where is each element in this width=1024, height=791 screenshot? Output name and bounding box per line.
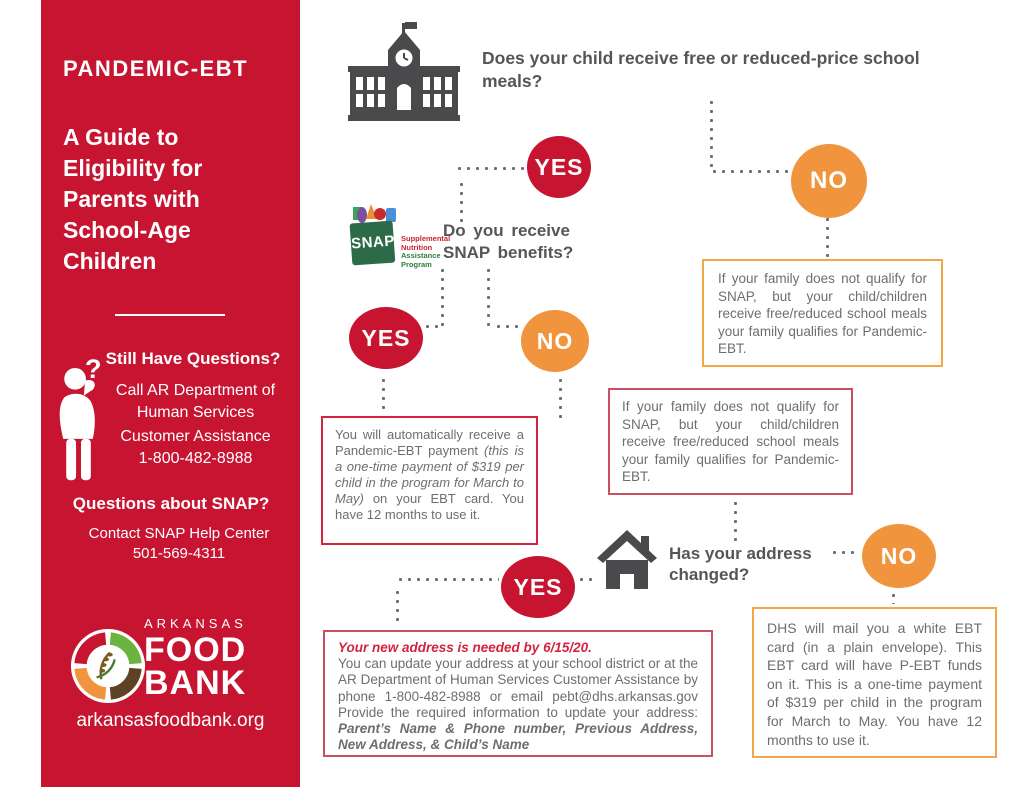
dotted-connector — [396, 578, 499, 581]
school-icon — [348, 22, 460, 124]
dotted-connector — [830, 551, 859, 554]
result-box-meals-no: If your family does not qualify for SNAP… — [702, 259, 943, 367]
question-mark: ? — [85, 354, 102, 384]
snap-help-phone: Contact SNAP Help Center 501-569-4311 — [88, 525, 270, 562]
yes-label: YES — [513, 573, 563, 600]
snap-caption-line: Assistance — [401, 251, 441, 260]
dotted-connector — [423, 325, 442, 328]
dotted-connector — [559, 376, 562, 421]
snap-questions-heading: Questions about SNAP? — [72, 494, 270, 513]
dotted-connector — [494, 325, 520, 328]
dotted-connector — [826, 215, 829, 257]
q2-no-circle: NO — [521, 310, 589, 372]
call-dhs-text: Call AR Department of Human Services — [115, 382, 276, 421]
dotted-connector — [734, 499, 737, 541]
q2-yes-circle: YES — [349, 307, 423, 369]
yes-label: YES — [361, 324, 411, 351]
thinking-person-icon — [55, 366, 105, 494]
dotted-connector — [382, 376, 385, 413]
question-snap-benefits: Do you receive SNAP benefits? — [443, 221, 574, 262]
no-label: NO — [536, 327, 574, 354]
dotted-connector — [892, 591, 895, 604]
dotted-connector — [460, 180, 463, 222]
dotted-connector — [710, 98, 713, 170]
dotted-connector — [441, 266, 444, 326]
q3-yes-circle: YES — [501, 556, 575, 618]
page-title: PANDEMIC-EBT — [63, 56, 249, 81]
snap-caption-line: Nutrition — [401, 242, 433, 252]
q3-no-circle: NO — [862, 524, 936, 588]
customer-assistance-phone: Customer Assistance 1-800-482-8988 — [120, 428, 271, 467]
dotted-connector — [396, 588, 399, 627]
result-box-address-yes: Your new address is needed by 6/15/20. Y… — [323, 630, 713, 757]
dotted-connector — [487, 266, 490, 326]
snap-caption: Supplemental Nutrition Assistance Progra… — [401, 234, 451, 269]
no-label: NO — [810, 167, 848, 194]
question-school-meals: Does your child receive free or reduced-… — [482, 48, 920, 91]
snap-caption-line: Supplemental — [401, 234, 451, 243]
question-address-changed: Has your address changed? — [669, 544, 812, 584]
no-label: NO — [880, 542, 918, 569]
divider — [115, 314, 225, 316]
logo-region-text: ARKANSAS — [144, 616, 247, 631]
snap-caption-line: Program — [401, 259, 432, 269]
dotted-connector — [577, 578, 596, 581]
q1-yes-circle: YES — [527, 136, 591, 198]
foodbank-emblem-icon — [70, 628, 146, 704]
logo-food-text: FOOD — [144, 631, 247, 669]
snap-logo: SNAP Supplemental Nutrition Assistance P… — [348, 202, 451, 280]
logo-bank-text: BANK — [144, 664, 247, 702]
result-box-address-no: DHS will mail you a white EBT card (in a… — [752, 607, 997, 758]
yes-label: YES — [534, 153, 584, 180]
sidebar: PANDEMIC-EBT A Guide to Eligibility for … — [41, 0, 300, 787]
page-subtitle: A Guide to Eligibility for Parents with … — [63, 124, 203, 274]
website-url: arkansasfoodbank.org — [76, 710, 265, 731]
dotted-connector — [455, 167, 526, 170]
still-questions-heading: Still Have Questions? — [105, 349, 281, 368]
house-icon — [597, 530, 657, 592]
snap-bag-label: SNAP — [350, 232, 396, 253]
result-box-snap-yes: You will automatically receive a Pandemi… — [321, 416, 538, 545]
snap-bag-icon — [349, 204, 396, 266]
q1-no-circle: NO — [791, 144, 867, 218]
foodbank-wordmark: ARKANSAS FOOD BANK — [144, 616, 247, 700]
result-box-snap-no: If your family does not qualify for SNAP… — [608, 388, 853, 495]
dotted-connector — [710, 170, 790, 173]
